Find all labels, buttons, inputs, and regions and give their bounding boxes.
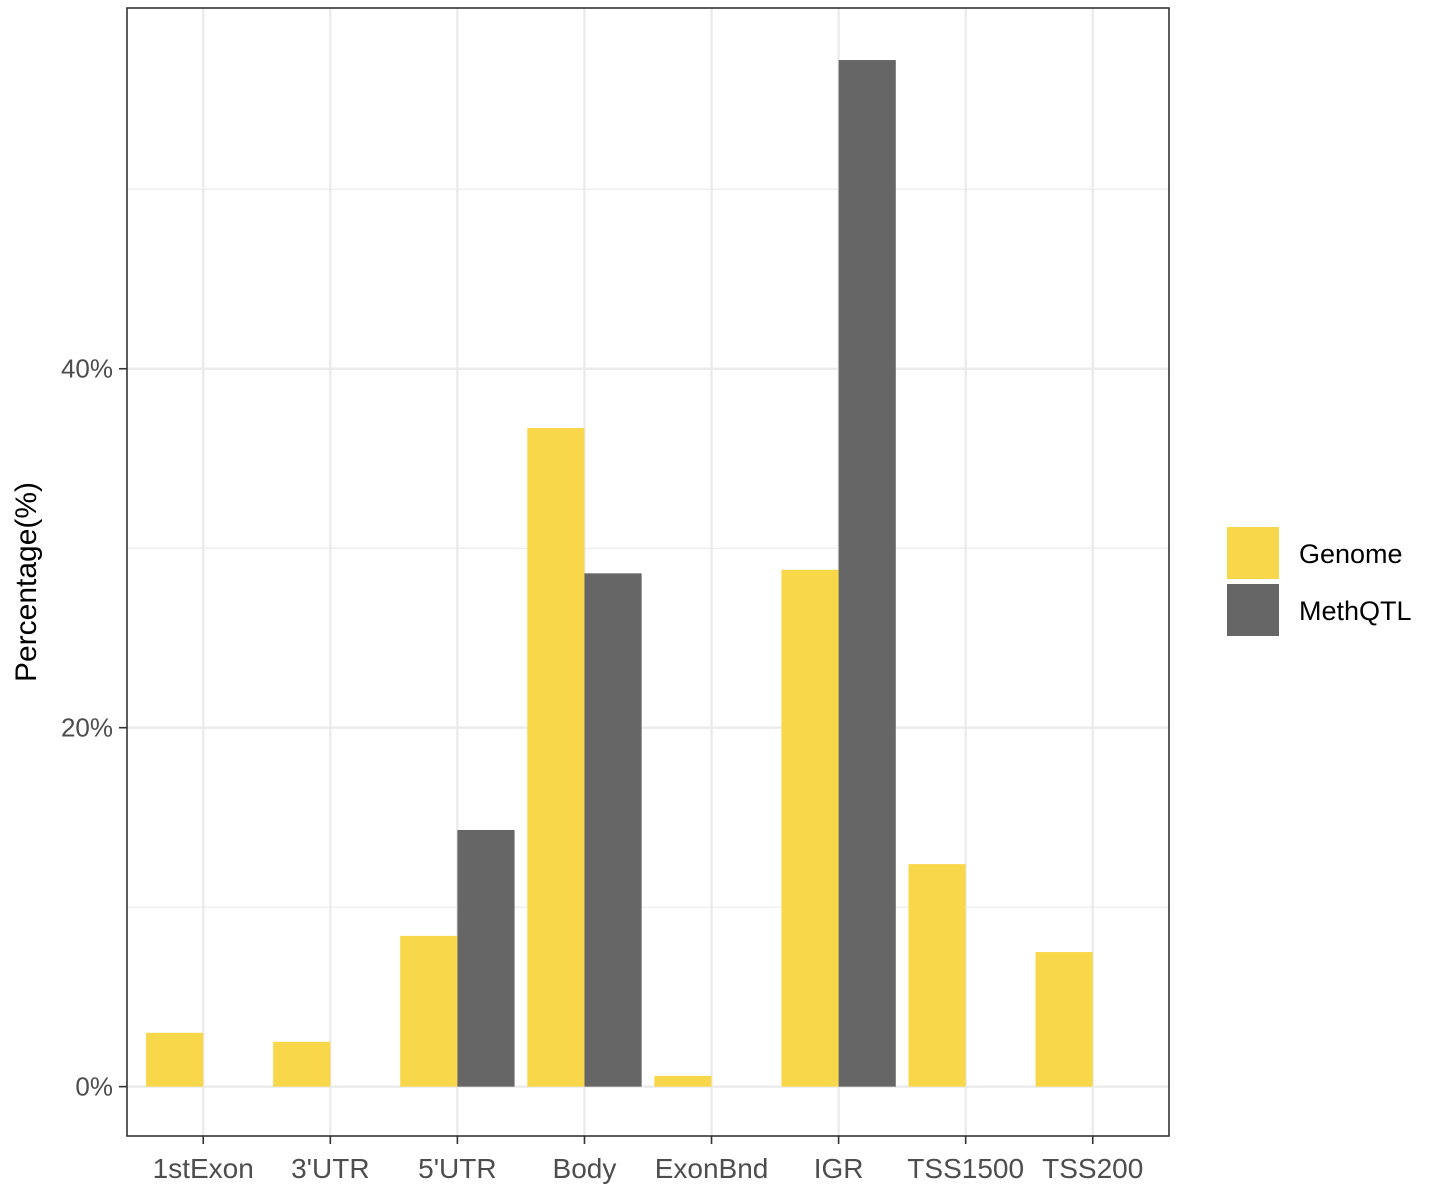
legend-label-genome: Genome [1299,539,1403,569]
x-tick-label: 5'UTR [418,1153,496,1184]
x-tick-label: 3'UTR [291,1153,369,1184]
x-tick-label: IGR [814,1153,864,1184]
x-tick-label: Body [553,1153,617,1184]
y-tick-label: 0% [75,1072,113,1102]
bar-genome-3utr [273,1041,331,1087]
bar-genome-exonbnd [654,1075,712,1087]
x-tick-label: ExonBnd [655,1153,769,1184]
bar-methqtl-5utr [457,829,515,1087]
bar-genome-tss200 [1035,952,1093,1087]
bar-genome-igr [781,569,839,1087]
bar-methqtl-body [584,573,642,1087]
x-tick-label: 1stExon [153,1153,254,1184]
legend-key-genome [1227,527,1279,579]
bar-methqtl-igr [838,60,896,1087]
legend-label-methqtl: MethQTL [1299,596,1412,626]
gridlines [127,8,1169,1136]
legend: Genome MethQTL [1227,527,1412,636]
bar-genome-body [527,427,585,1087]
plot-panel-border [126,7,1170,1137]
bar-genome-5utr [400,935,458,1087]
x-tick-label: TSS1500 [907,1153,1024,1184]
legend-key-methqtl [1227,584,1279,636]
bar-genome-1stexon [146,1032,204,1087]
y-tick-label: 20% [61,713,113,743]
bars [146,60,1093,1087]
y-axis-title: Percentage(%) [10,482,43,682]
bar-genome-tss1500 [908,864,966,1087]
x-tick-label: TSS200 [1042,1153,1143,1184]
y-tick-label: 40% [61,354,113,384]
axes: 0% 20% 40% 1stExon 3'UTR 5'UTR Body ExonBnd IGR T… [61,354,1143,1184]
